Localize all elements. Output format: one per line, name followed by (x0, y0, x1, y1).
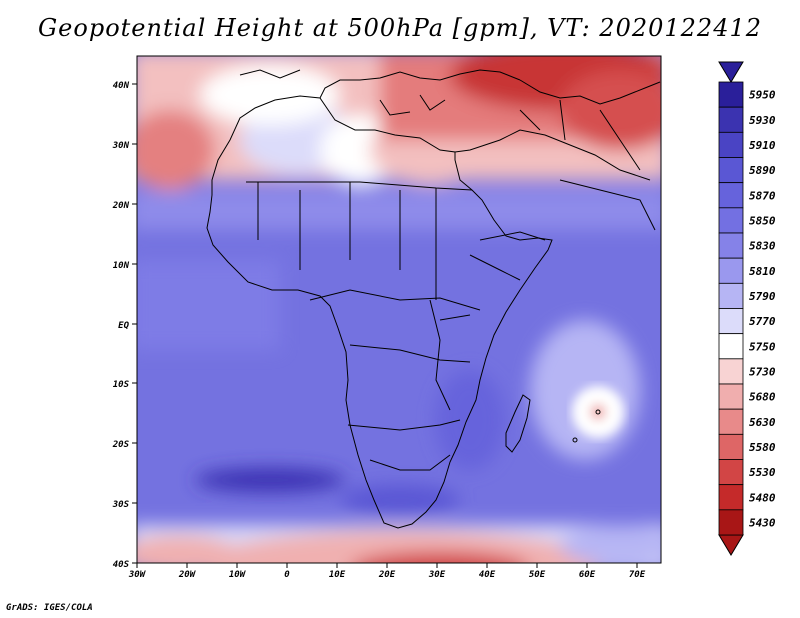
lon-label: 60E (579, 570, 596, 580)
colorbar-cell (718, 282, 744, 309)
colorbar-cell (718, 383, 744, 410)
coastlines (206, 69, 661, 529)
colorbar-cell (718, 333, 744, 360)
colorbar-cell (718, 484, 744, 511)
lon-label: 10W (229, 570, 247, 580)
lon-label: 10E (329, 570, 346, 580)
map-frame (136, 55, 662, 564)
colorbar-label: 5790 (749, 290, 776, 303)
lat-label: 20S (112, 440, 130, 450)
lon-label: 50E (529, 570, 546, 580)
latitude-axis: 40N 30N 20N 10N EQ 10S 20S 30S 40S (112, 81, 137, 570)
lon-label: 20W (178, 570, 197, 580)
colorbar-cell (718, 157, 744, 184)
lat-label: 30N (112, 141, 130, 151)
colorbar-label: 5530 (749, 466, 776, 479)
lon-label: 30W (128, 570, 147, 580)
lon-label: 30E (428, 570, 446, 580)
colorbar-cell (718, 232, 744, 259)
colorbar-cell (718, 257, 744, 284)
longitude-axis: 30W 20W 10W 0 10E 20E 30E 40E 50E 60E 70… (128, 563, 646, 580)
colorbar-label: 5580 (749, 441, 776, 454)
colorbar-label: 5680 (749, 391, 776, 404)
lon-label: 0 (284, 570, 290, 580)
colorbar-cell (718, 408, 744, 435)
colorbar-label: 5870 (749, 189, 776, 202)
colorbar-label: 5730 (749, 365, 776, 378)
colorbar-cell (718, 182, 744, 209)
colorbar-label: 5910 (749, 139, 776, 152)
lat-label: 20N (112, 201, 130, 211)
colorbar-label: 5830 (749, 240, 776, 253)
colorbar-cell (718, 433, 744, 460)
colorbar-label: 5750 (749, 340, 776, 353)
colorbar-cell (718, 358, 744, 385)
colorbar-label: 5810 (749, 265, 776, 278)
lat-label: EQ (118, 321, 129, 331)
colorbar-cell (718, 207, 744, 234)
colorbar-label: 5480 (749, 491, 776, 504)
lat-label: 40S (113, 560, 130, 570)
lon-label: 40E (479, 570, 496, 580)
colorbar-label: 5930 (749, 114, 776, 127)
colorbar-label: 5630 (749, 416, 776, 429)
colorbar-cell (718, 131, 744, 158)
lon-label: 70E (629, 570, 646, 580)
colorbar-cell (718, 81, 744, 108)
lat-label: 10N (113, 261, 130, 271)
height-field (137, 56, 661, 563)
colorbar: 5950 5930 5910 5890 5870 5850 5830 5810 5790 5770… (718, 61, 776, 556)
lon-label: 20E (378, 570, 396, 580)
lat-label: 40N (113, 81, 130, 91)
colorbar-cell (718, 308, 744, 335)
map-title: Geopotential Height at 500hPa [gpm], VT:… (38, 14, 762, 42)
colorbar-bottom-arrow (718, 534, 744, 556)
grads-credit: GrADS: IGES/COLA (6, 603, 93, 613)
colorbar-cell (718, 509, 744, 536)
colorbar-label: 5890 (749, 164, 776, 177)
colorbar-label: 5950 (749, 89, 776, 102)
colorbar-label: 5430 (749, 516, 776, 529)
colorbar-top-arrow (718, 61, 744, 83)
lat-label: 30S (112, 500, 130, 510)
colorbar-label: 5850 (749, 214, 776, 227)
colorbar-label: 5770 (749, 315, 776, 328)
colorbar-cell (718, 106, 744, 133)
lat-label: 10S (113, 380, 130, 390)
colorbar-cell (718, 459, 744, 486)
